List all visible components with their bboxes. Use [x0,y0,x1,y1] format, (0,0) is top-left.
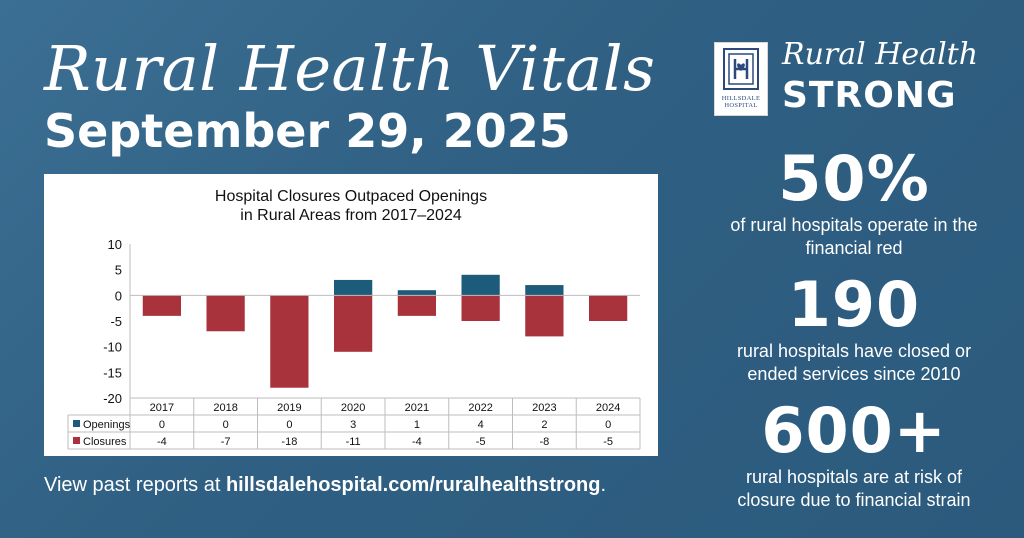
bar-openings-2022 [461,274,500,296]
data-label-openings: 0 [159,419,165,431]
x-tick-label: 2021 [405,402,429,414]
y-tick-label: 5 [115,263,122,278]
bar-closures-2021 [397,295,436,316]
x-tick-label: 2018 [213,402,237,414]
footer-prefix: View past reports at [44,474,226,496]
data-label-closures: -4 [157,436,167,448]
legend-swatch-closures [73,437,80,444]
x-tick-label: 2019 [277,402,301,414]
bar-openings-2021 [397,290,436,296]
logo-text-line2: HOSPITAL [724,102,758,109]
bar-closures-2018 [206,295,245,332]
stat-value: 190 [787,268,921,341]
legend-label-openings: Openings [83,419,131,431]
data-label-openings: 3 [350,419,356,431]
x-tick-label: 2023 [532,402,556,414]
bar-closures-2023 [525,295,564,337]
report-date: September 29, 2025 [44,104,571,158]
stat-block-at-risk: 600+ rural hospitals are at risk of clos… [704,400,1004,512]
logo-text-line1: HILLSDALE [721,95,761,102]
brand-strong-text: STRONG [782,75,957,116]
bar-closures-2024 [589,295,628,321]
x-tick-label: 2020 [341,402,365,414]
data-label-openings: 0 [223,419,229,431]
bar-closures-2017 [142,295,181,316]
page-title: Rural Health Vitals [44,32,656,105]
y-tick-label: 0 [115,288,122,303]
bar-closures-2020 [334,295,373,352]
hospital-emblem-icon [723,48,759,90]
data-label-closures: -11 [346,436,361,448]
stat-value: 50% [778,142,930,215]
y-tick-label: -10 [103,340,122,355]
y-tick-label: -5 [110,314,122,329]
stat-description: rural hospitals have closed or ended ser… [736,341,972,384]
chart-panel: Hospital Closures Outpaced Openings in Ru… [44,174,658,456]
brand-script-text: Rural Health [782,37,979,72]
legend-swatch-openings [73,420,80,427]
bar-closures-2022 [461,295,500,321]
footer-note: View past reports at hillsdalehospital.c… [44,474,606,497]
data-label-closures: -18 [281,436,297,448]
bar-closures-2019 [270,295,309,388]
data-label-openings: 0 [286,419,292,431]
x-tick-label: 2017 [150,402,174,414]
stat-description: rural hospitals are at risk of closure d… [737,467,971,510]
closures-openings-chart: Hospital Closures Outpaced Openings in Ru… [67,188,641,450]
chart-title-line: Hospital Closures Outpaced Openings [215,188,487,205]
data-label-closures: -5 [603,436,613,448]
chart-title-line: in Rural Areas from 2017–2024 [240,207,462,224]
y-tick-label: 10 [108,237,122,252]
data-label-closures: -7 [221,436,231,448]
hillsdale-hospital-logo: HILLSDALE HOSPITAL [714,42,768,116]
stat-block-financial: 50% of rural hospitals operate in the fi… [704,148,1004,260]
x-tick-label: 2022 [468,402,492,414]
bar-openings-2020 [334,279,373,296]
logo-text: HILLSDALE HOSPITAL [715,95,767,109]
y-tick-label: -15 [103,365,122,380]
x-tick-label: 2024 [596,402,620,414]
stat-block-closed: 190 rural hospitals have closed or ended… [704,274,1004,386]
bar-openings-2023 [525,285,564,296]
footer-suffix: . [600,474,607,496]
data-label-closures: -8 [539,436,549,448]
legend-label-closures: Closures [83,436,127,448]
y-tick-label: -20 [103,391,122,406]
data-label-closures: -5 [476,436,486,448]
footer-link[interactable]: hillsdalehospital.com/ruralhealthstrong [225,474,601,496]
data-label-openings: 1 [414,419,420,431]
data-label-openings: 2 [541,419,547,431]
stat-description: of rural hospitals operate in the financ… [730,215,978,258]
data-label-closures: -4 [412,436,422,448]
data-label-openings: 0 [605,419,611,431]
stat-value: 600+ [761,394,947,467]
brand-lockup: HILLSDALE HOSPITAL Rural Health STRONG [714,37,994,118]
data-label-openings: 4 [478,419,484,431]
